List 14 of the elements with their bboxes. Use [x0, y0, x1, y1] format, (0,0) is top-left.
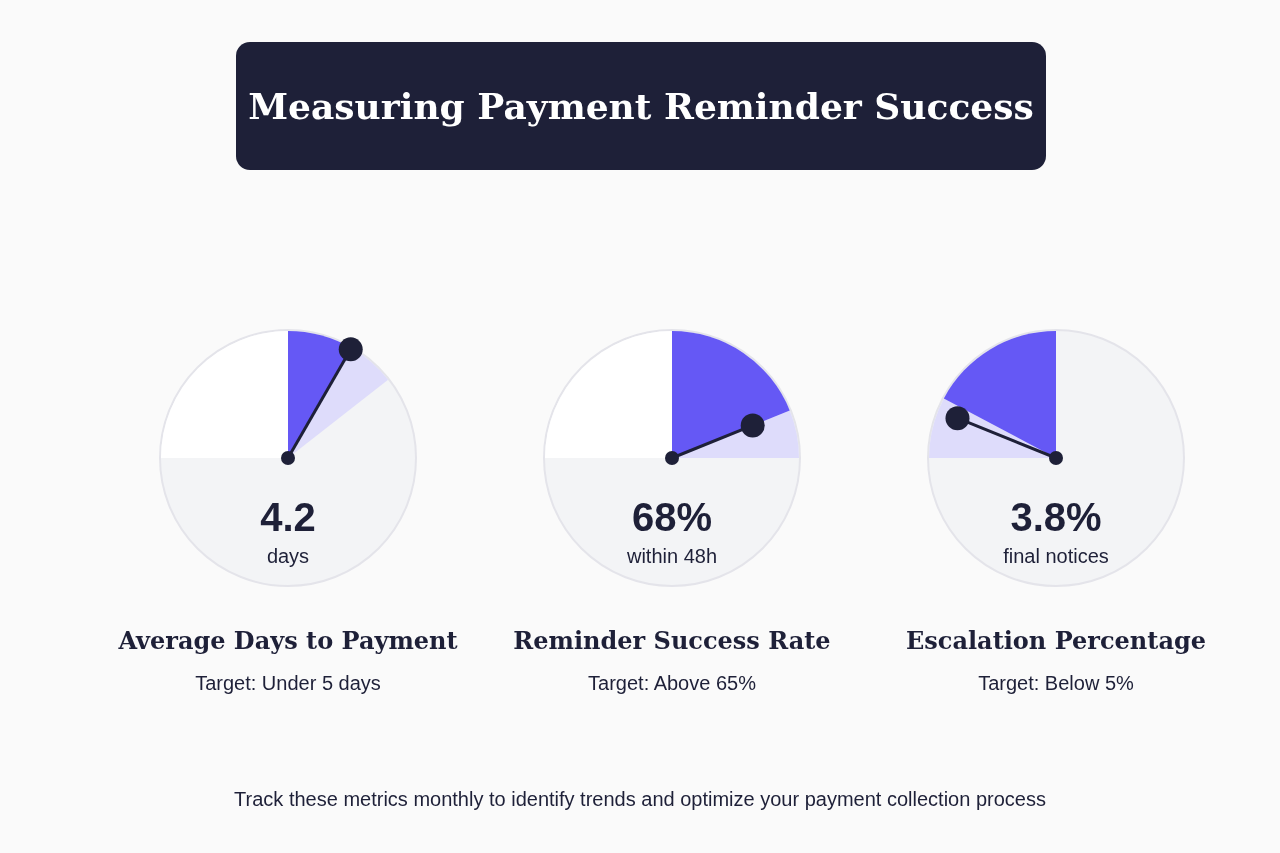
text: Reminder Success Rate: [512, 626, 832, 655]
text: Track these metrics monthly to identify trends and optimize your payment collection process: [233, 788, 1047, 811]
text: Target: Above 65%: [587, 672, 757, 695]
text: Measuring Payment Reminder Success: [248, 85, 1034, 127]
text: final notices: [1003, 544, 1109, 567]
text: Target: Below 5%: [977, 672, 1135, 695]
data-label: 3.8%: [1010, 495, 1102, 540]
text: Average Days to Payment: [117, 626, 459, 655]
text: within 48h: [625, 544, 718, 567]
text: days: [266, 544, 310, 567]
text: Escalation Percentage: [905, 626, 1207, 655]
text: Target: Under 5 days: [194, 672, 382, 695]
data-label: 4.2: [260, 495, 316, 540]
data-label: 68%: [631, 495, 713, 540]
